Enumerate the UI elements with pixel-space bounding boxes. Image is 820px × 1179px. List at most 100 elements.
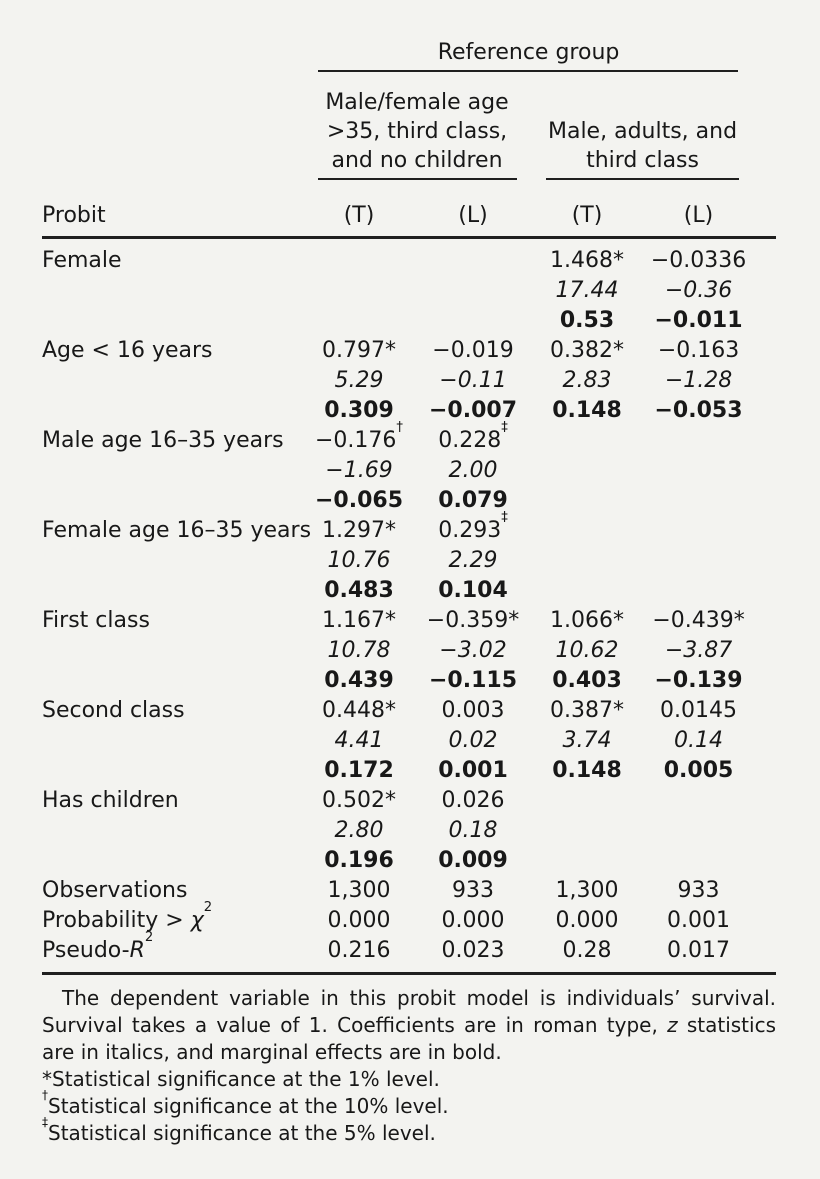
row-label bbox=[42, 276, 303, 306]
value-cell: 0.017 bbox=[667, 938, 731, 963]
value-cell: 0.172 bbox=[324, 758, 394, 783]
table-row: 10.76 2.29 bbox=[42, 546, 776, 576]
value-cell: 0.0145 bbox=[660, 698, 738, 723]
value-cell: 10.62 bbox=[555, 638, 619, 663]
row-label bbox=[42, 636, 303, 666]
stat-label-exponent: 2 bbox=[144, 930, 154, 946]
value-cell bbox=[531, 546, 643, 576]
value-cell: 4.41 bbox=[334, 728, 384, 753]
value-cell: 0.104 bbox=[438, 578, 508, 603]
value-cell: 933 bbox=[452, 878, 494, 903]
stat-label: Observations bbox=[42, 878, 188, 903]
table-row: Female 1.468* −0.0336 bbox=[42, 238, 776, 277]
row-label: Age < 16 years bbox=[42, 338, 213, 363]
column-header-t1: (T) bbox=[343, 203, 375, 228]
value-cell: 0.228‡ bbox=[438, 420, 508, 453]
row-label bbox=[42, 666, 303, 696]
value-cell: 1.468* bbox=[550, 248, 624, 273]
row-label bbox=[42, 546, 303, 576]
row-header-label: Probit bbox=[42, 203, 106, 228]
row-label bbox=[42, 816, 303, 846]
row-label bbox=[42, 756, 303, 786]
value-cell bbox=[531, 456, 643, 486]
row-label: First class bbox=[42, 608, 150, 633]
table-row: 5.29 −0.11 2.83 −1.28 bbox=[42, 366, 776, 396]
value-cell: 0.14 bbox=[674, 728, 724, 753]
table-row: 0.172 0.001 0.148 0.005 bbox=[42, 756, 776, 786]
value-cell: −0.0336 bbox=[650, 248, 747, 273]
value-cell: 0.403 bbox=[552, 668, 622, 693]
value-cell: 0.02 bbox=[448, 728, 498, 753]
value-cell: 0.005 bbox=[663, 758, 734, 783]
column-headers-row: Probit (T) (L) (T) (L) bbox=[42, 180, 776, 238]
value-cell: −0.359* bbox=[426, 608, 520, 633]
value-cell: 17.44 bbox=[555, 278, 619, 303]
group-header-line: >35, third class, bbox=[326, 119, 508, 144]
table-header: Reference group Male/female age >35, thir… bbox=[42, 18, 777, 238]
row-label bbox=[42, 486, 303, 516]
group-header-line: Male, adults, and bbox=[547, 119, 738, 144]
group-1-rule bbox=[318, 178, 517, 180]
value-cell bbox=[415, 276, 531, 306]
value-cell: 0.382* bbox=[550, 338, 624, 363]
significance-marker: ‡ bbox=[501, 510, 508, 526]
group-header-1: Male/female age >35, third class, and no c… bbox=[303, 88, 531, 175]
group-headers-row: Male/female age >35, third class, and no c… bbox=[42, 72, 776, 180]
value-cell: 2.00 bbox=[448, 458, 498, 483]
row-label: Second class bbox=[42, 698, 185, 723]
value-cell: 1.167* bbox=[322, 608, 396, 633]
value-cell: 0.001 bbox=[667, 908, 731, 933]
value-cell: 2.29 bbox=[448, 548, 498, 573]
row-label bbox=[42, 726, 303, 756]
value-cell: −3.02 bbox=[439, 638, 507, 663]
value-cell: 0.448* bbox=[322, 698, 396, 723]
value-cell: 0.001 bbox=[438, 758, 508, 783]
value-cell bbox=[531, 846, 643, 876]
reference-group-row: Reference group bbox=[42, 18, 776, 72]
value-cell: −0.011 bbox=[654, 308, 743, 333]
significance-marker: ‡ bbox=[42, 1114, 48, 1129]
value-cell: 0.023 bbox=[441, 938, 505, 963]
stat-row: Pseudo-R2 0.216 0.023 0.28 0.017 bbox=[42, 931, 776, 974]
value-cell: 0.000 bbox=[441, 908, 505, 933]
value-cell: −0.36 bbox=[664, 278, 733, 303]
table-row: Age < 16 years 0.797* −0.019 0.382* −0.163 bbox=[42, 336, 776, 366]
value-cell: 0.148 bbox=[552, 758, 622, 783]
column-header-l1: (L) bbox=[458, 203, 488, 228]
stat-row: Probability > χ2 0.000 0.000 0.000 0.001 bbox=[42, 901, 776, 936]
value-cell: 2.83 bbox=[562, 368, 612, 393]
column-header-t2: (T) bbox=[571, 203, 603, 228]
value-cell: 1,300 bbox=[555, 878, 619, 903]
value-cell: −3.87 bbox=[664, 638, 733, 663]
row-label: Has children bbox=[42, 788, 179, 813]
value-cell: 0.18 bbox=[448, 818, 498, 843]
value-cell bbox=[415, 306, 531, 336]
value-cell: 0.28 bbox=[562, 938, 612, 963]
value-cell: 10.76 bbox=[327, 548, 391, 573]
group-2-rule bbox=[546, 178, 740, 180]
value-cell bbox=[531, 486, 643, 516]
value-cell: 1,300 bbox=[327, 878, 391, 903]
value-cell: −0.176† bbox=[314, 420, 403, 453]
value-cell: −0.065 bbox=[314, 488, 404, 513]
table-row: First class 1.167* −0.359* 1.066* −0.439* bbox=[42, 606, 776, 636]
value-cell bbox=[531, 816, 643, 846]
significance-marker: ‡ bbox=[501, 420, 508, 436]
value-cell: −0.019 bbox=[432, 338, 514, 363]
significance-marker: † bbox=[396, 420, 403, 436]
value-cell bbox=[303, 276, 415, 306]
stat-row: Observations 1,300 933 1,300 933 bbox=[42, 876, 776, 906]
value-cell: 0.000 bbox=[555, 908, 619, 933]
value-cell bbox=[415, 238, 531, 277]
value-cell bbox=[643, 486, 776, 516]
group-header-1-cell: Male/female age >35, third class, and no c… bbox=[303, 72, 531, 180]
value-cell: 0.797* bbox=[322, 338, 396, 363]
table-notes: The dependent variable in this probit mo… bbox=[42, 985, 776, 1147]
value-cell: 3.74 bbox=[562, 728, 612, 753]
value-cell: −0.163 bbox=[657, 338, 740, 363]
value-cell: −1.28 bbox=[664, 368, 733, 393]
table-row: 0.53 −0.011 bbox=[42, 306, 776, 336]
value-cell: 0.196 bbox=[324, 848, 394, 873]
spacer-cell bbox=[42, 72, 303, 180]
value-cell bbox=[643, 816, 776, 846]
